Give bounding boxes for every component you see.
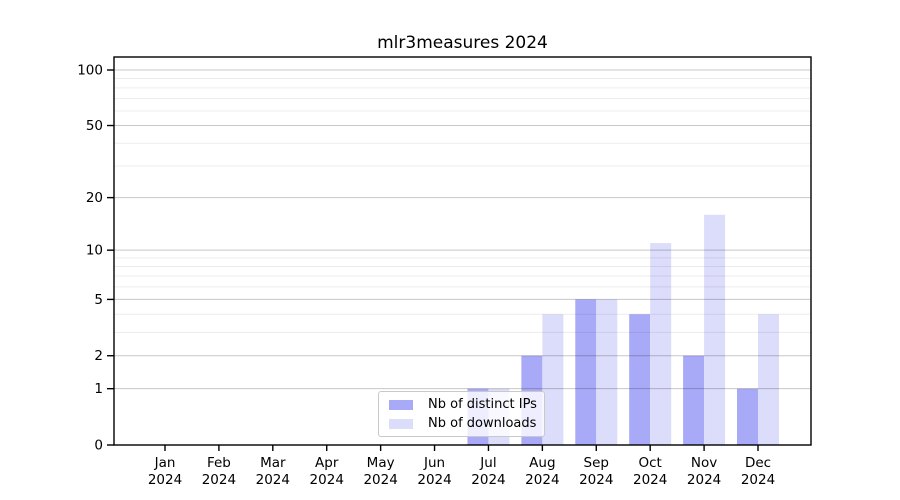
bar-oct-downloads [650,243,672,445]
x-tick-label-year: 2024 [525,472,559,488]
x-tick-label-month: May [367,455,395,471]
x-tick-label-year: 2024 [310,472,344,488]
x-tick-label-year: 2024 [363,472,397,488]
y-tick-label: 5 [94,292,103,308]
legend-item-downloads: Nb of downloads [389,416,544,432]
bar-sep-distinct-ips [575,299,597,445]
y-tick-label: 100 [77,63,103,79]
x-tick-label-year: 2024 [471,472,505,488]
x-tick-label-month: Jul [479,455,496,471]
x-tick-label-month: Apr [315,455,339,471]
legend: Nb of distinct IPs Nb of downloads [378,391,545,437]
y-tick-label: 10 [86,243,103,259]
x-tick-label-year: 2024 [687,472,721,488]
x-tick-label-month: Dec [745,455,771,471]
y-tick-label: 2 [94,348,103,364]
legend-label-distinct-ips: Nb of distinct IPs [428,396,537,412]
legend-swatch-downloads [389,418,413,429]
x-tick-label-month: Nov [691,455,717,471]
x-tick-label-year: 2024 [202,472,236,488]
y-tick-label: 50 [86,118,103,134]
y-tick-label: 0 [94,438,103,454]
x-tick-label-month: Oct [639,455,662,471]
x-tick-label-year: 2024 [417,472,451,488]
bar-nov-downloads [704,214,726,445]
chart-title: mlr3measures 2024 [377,33,548,53]
bar-sep-downloads [596,299,618,445]
legend-label-downloads: Nb of downloads [428,415,537,431]
x-tick-label-month: Jan [154,455,176,471]
plot-border [113,56,812,446]
x-tick-label-month: Sep [584,455,609,471]
y-tick-label: 20 [86,190,103,206]
x-tick-label-month: Jun [423,455,445,471]
x-tick-label-month: Aug [529,455,555,471]
x-tick-label-month: Feb [207,455,231,471]
x-tick-label-year: 2024 [579,472,613,488]
x-tick-label-year: 2024 [633,472,667,488]
legend-item-distinct-ips: Nb of distinct IPs [389,397,544,413]
legend-swatch-distinct-ips [389,399,413,410]
y-tick-label: 1 [94,381,103,397]
bar-oct-distinct-ips [629,314,651,445]
x-tick-label-month: Mar [260,455,286,471]
x-tick-label-year: 2024 [148,472,182,488]
bar-aug-downloads [542,314,564,445]
x-tick-label-year: 2024 [741,472,775,488]
bar-dec-downloads [758,314,779,445]
x-tick-label-year: 2024 [256,472,290,488]
bar-dec-distinct-ips [737,388,758,445]
bar-nov-distinct-ips [683,355,705,445]
